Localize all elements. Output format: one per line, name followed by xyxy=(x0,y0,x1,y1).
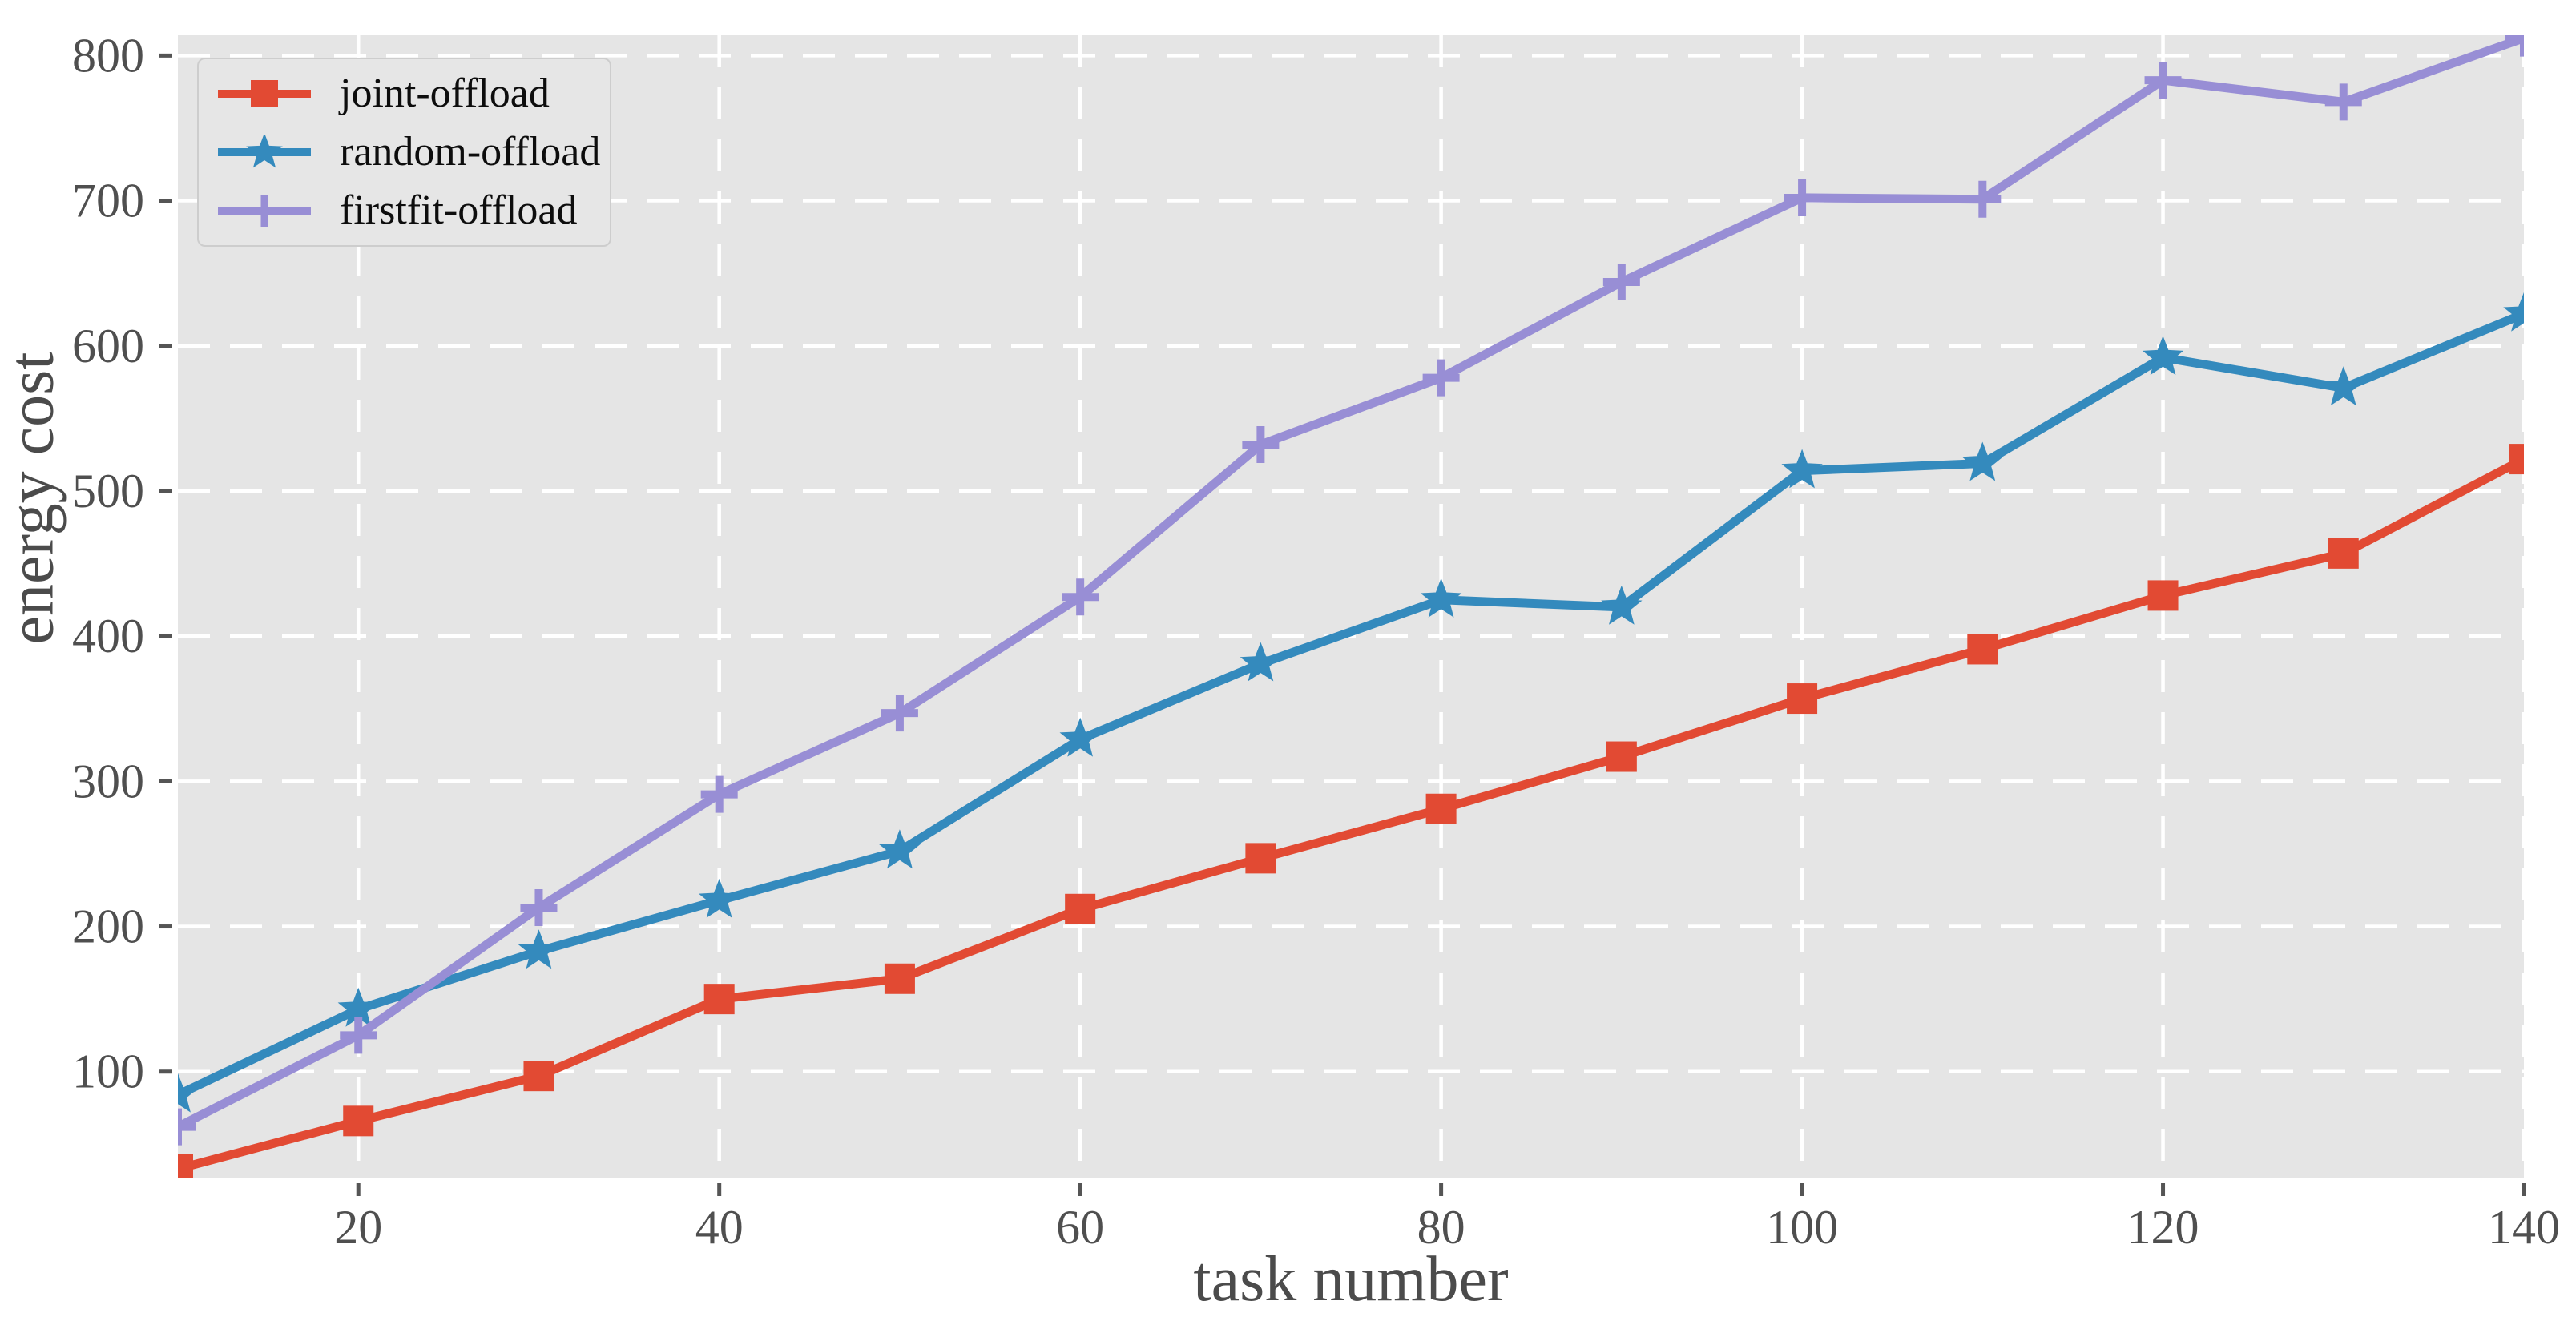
x-tick-label: 100 xyxy=(1766,1201,1838,1254)
y-tick-label: 500 xyxy=(72,465,144,517)
series-joint-offload xyxy=(178,444,2524,1178)
x-tick-label: 120 xyxy=(2127,1201,2199,1254)
x-tick-label: 140 xyxy=(2488,1201,2560,1254)
x-tick-label: 80 xyxy=(1417,1201,1465,1254)
series-random-offload xyxy=(178,292,2524,1113)
y-tick-label: 100 xyxy=(72,1045,144,1098)
gridlines xyxy=(178,35,2526,1178)
legend-item-firstfit-offload: firstfit-offload xyxy=(216,182,602,240)
random-offload-line-marker-icon xyxy=(218,134,311,168)
legend-item-random-offload: random-offload xyxy=(216,123,602,181)
firstfit-offload-line-marker-icon xyxy=(218,195,311,228)
y-axis-label: energy cost xyxy=(0,352,67,645)
y-tick-label: 400 xyxy=(72,610,144,662)
tick-labels: 20 40 60 80 100 120 140 100 200 300 400 500 600 700 80… xyxy=(72,29,2560,1254)
tick-marks xyxy=(159,53,2526,1196)
x-tick-label: 20 xyxy=(334,1201,382,1254)
legend-label: joint-offload xyxy=(340,70,550,116)
series-firstfit-offload xyxy=(178,35,2524,1146)
y-tick-label: 800 xyxy=(72,29,144,82)
legend: joint-offload random-offload firstfit-of… xyxy=(197,58,611,247)
y-tick-label: 200 xyxy=(72,900,144,953)
legend-label: firstfit-offload xyxy=(340,187,578,234)
x-tick-label: 60 xyxy=(1056,1201,1104,1254)
chart-canvas: 20 40 60 80 100 120 140 100 200 300 400 500 600 700 80… xyxy=(72,29,2560,1254)
legend-label: random-offload xyxy=(340,128,601,175)
x-tick-label: 40 xyxy=(695,1201,744,1254)
legend-item-joint-offload: joint-offload xyxy=(216,65,602,123)
x-axis-label: task number xyxy=(1193,1244,1509,1315)
joint-offload-line-marker-icon xyxy=(218,79,311,107)
y-tick-label: 600 xyxy=(72,320,144,373)
plot-area: 20 40 60 80 100 120 140 100 200 300 400 500 600 700 80… xyxy=(72,29,2560,1254)
y-tick-label: 300 xyxy=(72,755,144,807)
y-tick-label: 700 xyxy=(72,175,144,228)
